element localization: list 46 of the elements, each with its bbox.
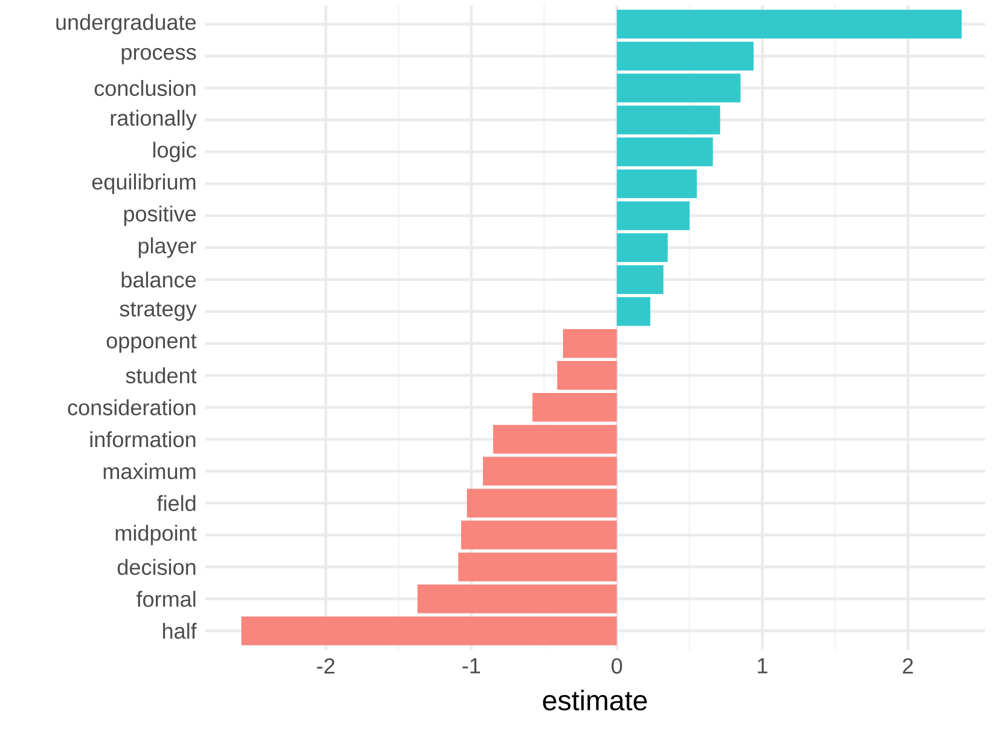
bar bbox=[616, 74, 741, 102]
bar bbox=[616, 233, 668, 262]
bar bbox=[532, 392, 617, 422]
y-tick-label: information bbox=[90, 431, 196, 448]
y-tick-label: decision bbox=[118, 558, 196, 575]
bar bbox=[458, 552, 617, 582]
y-tick-label: consideration bbox=[68, 399, 196, 416]
y-tick-label: strategy bbox=[120, 302, 197, 321]
y-tick-label: undergraduate bbox=[56, 14, 196, 34]
bar bbox=[616, 106, 720, 134]
x-tick-label: 1 bbox=[758, 658, 768, 674]
y-tick-label: field bbox=[157, 495, 196, 512]
y-tick-label: conclusion bbox=[94, 80, 196, 96]
x-tick-label: -2 bbox=[317, 658, 334, 674]
x-tick-label: 2 bbox=[902, 658, 913, 674]
bar bbox=[616, 169, 697, 198]
bar bbox=[616, 297, 650, 326]
y-tick-label: process bbox=[122, 48, 196, 64]
bar bbox=[466, 488, 617, 518]
x-tick-label: -1 bbox=[462, 658, 480, 674]
bar bbox=[493, 424, 617, 454]
y-tick-label: half bbox=[163, 622, 197, 639]
y-tick-label: balance bbox=[122, 272, 196, 288]
x-axis-title: estimate bbox=[543, 690, 647, 710]
bar bbox=[482, 456, 617, 486]
y-tick-label: student bbox=[126, 367, 197, 384]
y-tick-label: formal bbox=[136, 590, 196, 607]
bar bbox=[557, 361, 617, 390]
bar bbox=[417, 584, 617, 614]
bar bbox=[461, 520, 617, 550]
y-tick-label: positive bbox=[124, 206, 196, 226]
bar bbox=[562, 329, 617, 358]
y-tick-label: rationally bbox=[110, 110, 197, 130]
y-tick-label: opponent bbox=[106, 334, 197, 353]
bar bbox=[616, 138, 713, 166]
bar bbox=[616, 201, 690, 230]
y-tick-label: equilibrium bbox=[92, 174, 196, 194]
bar bbox=[616, 265, 664, 294]
y-tick-label: logic bbox=[153, 142, 196, 162]
y-tick-label: midpoint bbox=[116, 524, 197, 546]
y-tick-label: maximum bbox=[104, 463, 196, 480]
x-tick-label: 0 bbox=[612, 658, 622, 674]
y-tick-label: player bbox=[138, 238, 196, 258]
bar bbox=[616, 42, 754, 70]
bar bbox=[241, 616, 617, 646]
bar bbox=[616, 10, 962, 39]
